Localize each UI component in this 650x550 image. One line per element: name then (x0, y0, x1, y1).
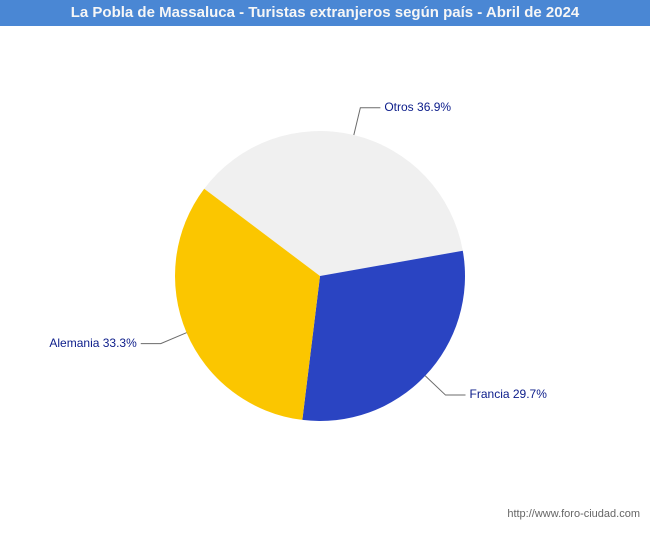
slice-label-alemania: Alemania 33.3% (49, 336, 136, 350)
pie-chart-area: Otros 36.9% Francia 29.7% Alemania 33.3% ht… (0, 26, 650, 526)
pie-slice-francia (302, 251, 465, 421)
leader-line (354, 108, 381, 135)
leader-line (425, 376, 465, 395)
slice-label-otros: Otros 36.9% (384, 100, 451, 114)
source-url: http://www.foro-ciudad.com (507, 508, 640, 520)
pie-chart-svg (0, 26, 650, 526)
chart-title-bar: La Pobla de Massaluca - Turistas extranj… (0, 0, 650, 26)
chart-title: La Pobla de Massaluca - Turistas extranj… (71, 4, 580, 21)
slice-label-francia: Francia 29.7% (470, 387, 547, 401)
leader-line (141, 333, 187, 344)
